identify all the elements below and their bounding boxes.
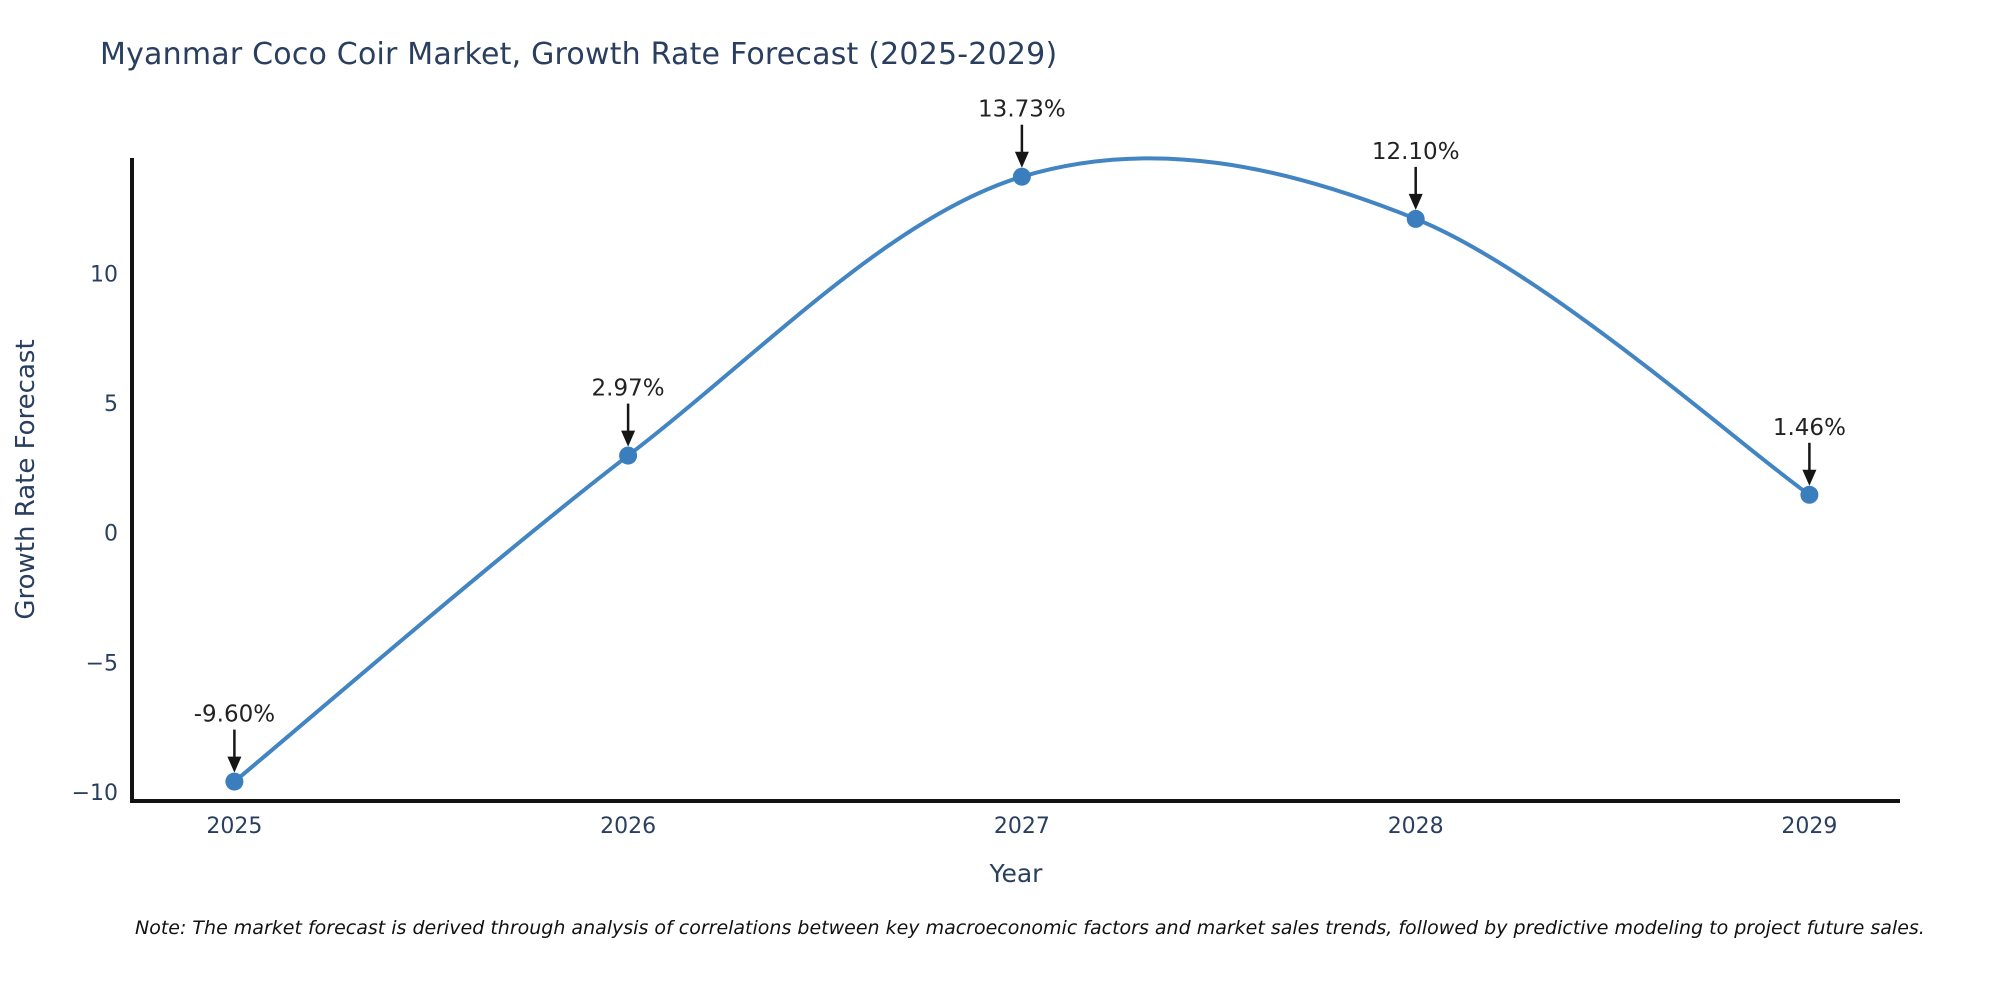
point-label: -9.60% [194,702,275,728]
annotation-arrowhead [227,756,242,773]
y-tick-label: 5 [104,392,118,417]
footnote: Note: The market forecast is derived thr… [135,917,1925,939]
annotation-arrowhead [1014,151,1029,168]
x-tick-label: 2029 [1781,814,1837,839]
point-label: 2.97% [592,376,665,402]
point-label: 12.10% [1372,139,1460,165]
data-point-2027[interactable] [1012,167,1031,186]
point-label: 1.46% [1773,415,1846,441]
x-tick-label: 2026 [600,814,656,839]
y-tick-label: 0 [104,522,118,547]
data-point-2025[interactable] [225,772,244,791]
x-tick-label: 2027 [994,814,1050,839]
y-axis-title: Growth Rate Forecast [11,339,41,619]
data-point-2029[interactable] [1800,485,1819,504]
x-tick-label: 2025 [206,814,262,839]
point-label: 13.73% [978,97,1066,123]
annotation-arrowhead [621,430,636,447]
annotation-arrowhead [1408,193,1423,210]
data-point-2028[interactable] [1406,209,1425,228]
x-tick-label: 2028 [1388,814,1444,839]
chart-title: Myanmar Coco Coir Market, Growth Rate Fo… [100,37,1058,72]
x-axis-title: Year [989,859,1044,888]
y-tick-label: −5 [86,651,118,676]
annotation-arrowhead [1802,469,1817,486]
y-tick-label: −10 [72,781,118,806]
y-tick-label: 10 [90,262,118,287]
forecast-line [232,156,1812,784]
data-point-2026[interactable] [619,446,638,465]
